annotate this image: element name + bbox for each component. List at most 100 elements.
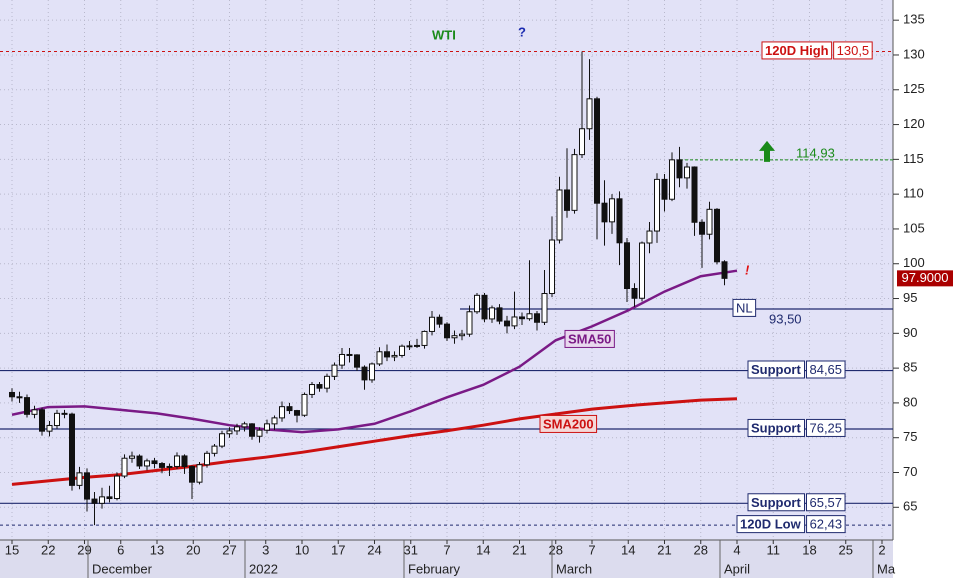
candle-body bbox=[76, 472, 83, 486]
series-label-box bbox=[564, 329, 615, 348]
x-tick-label: 24 bbox=[367, 542, 381, 557]
candle-body bbox=[301, 393, 308, 416]
candle-body bbox=[706, 208, 713, 235]
x-tick-label: 21 bbox=[657, 542, 671, 557]
candle-body bbox=[384, 351, 390, 358]
month-label: March bbox=[556, 561, 592, 576]
neckline-name-box bbox=[732, 298, 757, 317]
candle-body bbox=[594, 98, 600, 204]
candle-body bbox=[99, 496, 105, 504]
level-value-box bbox=[806, 515, 846, 534]
candle-body bbox=[564, 189, 570, 211]
level-name-box bbox=[761, 41, 833, 60]
candle-body bbox=[174, 455, 180, 467]
level-value-box bbox=[805, 493, 846, 512]
neckline-value: 93,50 bbox=[769, 311, 802, 326]
x-tick-label: 13 bbox=[150, 542, 164, 557]
y-tick-label: 110 bbox=[903, 186, 924, 201]
y-axis-background bbox=[893, 0, 956, 578]
x-tick-label: 15 bbox=[5, 542, 19, 557]
candle-body bbox=[309, 384, 315, 395]
candle-body bbox=[684, 166, 690, 179]
candle-body bbox=[211, 445, 218, 454]
month-label: 2022 bbox=[249, 561, 278, 576]
candle-body bbox=[519, 316, 525, 320]
level-value: 76,25 bbox=[809, 420, 842, 435]
candle-body bbox=[144, 460, 150, 467]
level-value-box bbox=[833, 41, 873, 60]
candle-body bbox=[121, 457, 128, 477]
month-label: February bbox=[408, 561, 461, 576]
x-tick-label: 20 bbox=[186, 542, 200, 557]
candle-body bbox=[339, 353, 345, 366]
level-name-box bbox=[747, 418, 805, 437]
candle-body bbox=[324, 375, 330, 389]
level-name: Support bbox=[751, 362, 801, 377]
candle-body bbox=[91, 498, 98, 504]
candle-body bbox=[661, 178, 668, 200]
sma-line bbox=[11, 269, 738, 434]
x-tick-label: 7 bbox=[443, 542, 450, 557]
y-tick-label: 95 bbox=[903, 290, 917, 305]
chart-title: WTI bbox=[432, 27, 456, 42]
candle-body bbox=[249, 423, 255, 437]
candle-body bbox=[151, 460, 158, 465]
month-label: December bbox=[92, 561, 153, 576]
candle-body bbox=[354, 354, 360, 368]
candle-body bbox=[204, 452, 210, 466]
x-axis-background bbox=[0, 540, 893, 578]
candle-body bbox=[114, 475, 120, 500]
neckline-name: NL bbox=[736, 300, 753, 315]
last-price-label: 97.9000 bbox=[902, 270, 949, 285]
x-tick-label: 28 bbox=[549, 542, 563, 557]
candle-body bbox=[271, 417, 278, 425]
candle-body bbox=[84, 472, 90, 500]
candle-body bbox=[286, 406, 293, 412]
candle-body bbox=[474, 294, 480, 313]
candle-body bbox=[586, 98, 593, 130]
candle-body bbox=[234, 426, 240, 432]
level-name: Support bbox=[751, 420, 801, 435]
candle-body bbox=[451, 335, 458, 339]
candle-body bbox=[106, 496, 113, 500]
sma-line bbox=[11, 397, 738, 486]
target-arrow bbox=[759, 140, 775, 162]
annotation: ! bbox=[745, 262, 750, 277]
level-value: 130,5 bbox=[837, 43, 870, 58]
candle-body bbox=[129, 455, 135, 459]
y-tick-label: 85 bbox=[903, 360, 917, 375]
y-tick-label: 120 bbox=[903, 116, 925, 131]
candle-body bbox=[699, 221, 705, 235]
x-tick-label: 29 bbox=[77, 542, 91, 557]
candle-body bbox=[61, 412, 68, 415]
candle-body bbox=[361, 366, 368, 381]
candle-body bbox=[571, 154, 578, 211]
candle-body bbox=[226, 430, 233, 435]
x-tick-label: 7 bbox=[588, 542, 595, 557]
level-name-box bbox=[736, 515, 806, 534]
candle-body bbox=[526, 313, 533, 320]
target-value: 114,93 bbox=[796, 145, 835, 160]
candle-body bbox=[481, 294, 488, 320]
level-value: 65,57 bbox=[809, 495, 842, 510]
candle-body bbox=[631, 288, 638, 299]
x-tick-label: 11 bbox=[767, 542, 781, 557]
candle-body bbox=[241, 423, 248, 428]
x-tick-label: 22 bbox=[41, 542, 55, 557]
x-tick-label: 3 bbox=[262, 542, 269, 557]
candle-body bbox=[489, 307, 495, 320]
x-tick-label: 4 bbox=[733, 542, 740, 557]
y-tick-label: 65 bbox=[903, 499, 917, 514]
x-tick-label: 27 bbox=[222, 542, 236, 557]
candle-body bbox=[496, 307, 503, 322]
candle-body bbox=[9, 391, 15, 398]
candle-body bbox=[136, 455, 143, 467]
candle-body bbox=[721, 261, 728, 279]
candle-body bbox=[264, 423, 270, 431]
candle-body bbox=[436, 316, 443, 325]
candle-body bbox=[256, 429, 263, 437]
annotation: ? bbox=[518, 24, 526, 39]
level-value: 62,43 bbox=[810, 517, 843, 532]
